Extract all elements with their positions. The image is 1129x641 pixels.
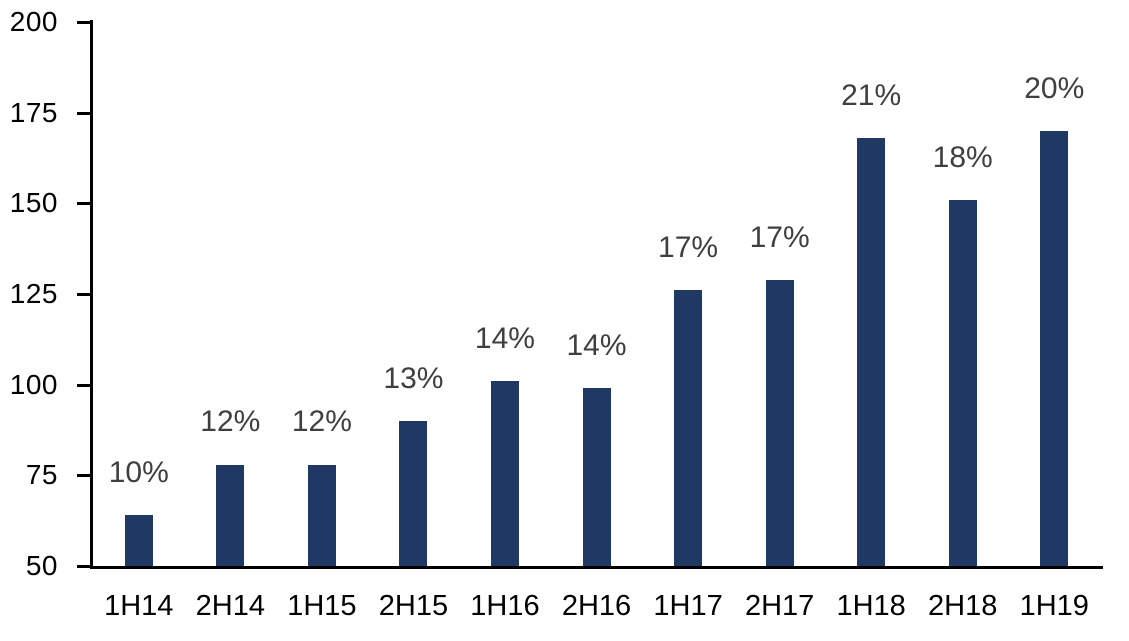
bar-value-label: 12% xyxy=(291,405,352,439)
y-axis-tick-label: 100 xyxy=(9,368,58,400)
bar-slot-2h18: 18% xyxy=(917,22,1009,566)
x-axis-category-label: 2H18 xyxy=(928,590,998,622)
y-axis-tick-mark xyxy=(77,383,91,387)
bar-2h17 xyxy=(765,279,794,566)
x-axis-category-label: 2H16 xyxy=(561,590,632,622)
bar-1h14 xyxy=(124,515,153,566)
bar-1h18 xyxy=(857,138,886,566)
y-axis-line xyxy=(90,20,93,569)
bar-slot-1h17: 17% xyxy=(642,22,734,566)
x-axis-category-label: 1H18 xyxy=(836,590,906,622)
bar-1h17 xyxy=(674,290,703,566)
y-axis-tick-mark xyxy=(77,111,91,115)
x-axis-category-label: 1H14 xyxy=(104,590,174,622)
bar-2h16 xyxy=(582,388,611,566)
y-axis-tick-label: 175 xyxy=(9,96,58,128)
bar-slot-1h16: 14% xyxy=(459,22,551,566)
x-axis-category-label: 2H14 xyxy=(195,590,265,622)
plot-area: 10% 12% 12% 13% 14% 14% 17% 17% 21% 18% 20% xyxy=(93,22,1100,566)
y-axis-tick-mark xyxy=(77,202,91,206)
bar-1h15 xyxy=(307,464,336,566)
bar-2h18 xyxy=(948,199,977,566)
bar-slot-1h14: 10% xyxy=(93,22,185,566)
bar-slot-2h16: 14% xyxy=(551,22,643,566)
y-axis-tick-label: 75 xyxy=(25,459,58,491)
y-axis-tick-label: 150 xyxy=(9,187,58,219)
x-axis-category-label: 1H17 xyxy=(653,590,723,622)
y-axis-tick-mark xyxy=(77,21,91,24)
y-axis-tick-label: 50 xyxy=(25,550,58,581)
bar-1h16 xyxy=(490,381,519,566)
bar-value-label: 14% xyxy=(566,329,627,363)
bar-value-label: 21% xyxy=(841,79,902,113)
bar-1h19 xyxy=(1040,130,1069,566)
bar-slot-1h19: 20% xyxy=(1008,22,1100,566)
x-axis-category-label: 2H15 xyxy=(378,590,449,622)
bar-value-label: 10% xyxy=(108,456,169,490)
x-axis-labels: 1H14 2H14 1H15 2H15 1H16 2H16 1H17 2H17 1H18 2H18… xyxy=(93,590,1100,622)
x-axis-category-label: 1H16 xyxy=(470,590,540,622)
bar-2h15 xyxy=(399,420,428,566)
x-axis-line xyxy=(90,566,1103,569)
x-axis-category-label: 1H19 xyxy=(1019,590,1089,622)
bar-slot-1h18: 21% xyxy=(825,22,917,566)
bar-value-label: 17% xyxy=(749,220,810,254)
bar-value-label: 12% xyxy=(200,405,261,439)
bar-value-label: 14% xyxy=(474,322,535,356)
bar-2h14 xyxy=(216,464,245,566)
bar-slot-2h15: 13% xyxy=(368,22,460,566)
y-axis-tick-label: 125 xyxy=(9,278,58,309)
y-axis-tick-mark xyxy=(77,474,91,478)
x-axis-category-label: 1H15 xyxy=(287,590,357,622)
bar-value-label: 18% xyxy=(932,140,993,174)
bar-slot-2h14: 12% xyxy=(185,22,277,566)
y-axis-tick-mark xyxy=(77,565,91,568)
x-axis-category-label: 2H17 xyxy=(744,590,815,622)
y-axis-tick-mark xyxy=(77,293,91,296)
bar-slot-1h15: 12% xyxy=(276,22,368,566)
bar-value-label: 13% xyxy=(383,361,444,395)
bar-value-label: 17% xyxy=(658,231,719,265)
y-axis-tick-label: 200 xyxy=(9,6,58,37)
bar-slot-2h17: 17% xyxy=(734,22,826,566)
bar-value-label: 20% xyxy=(1024,71,1085,105)
